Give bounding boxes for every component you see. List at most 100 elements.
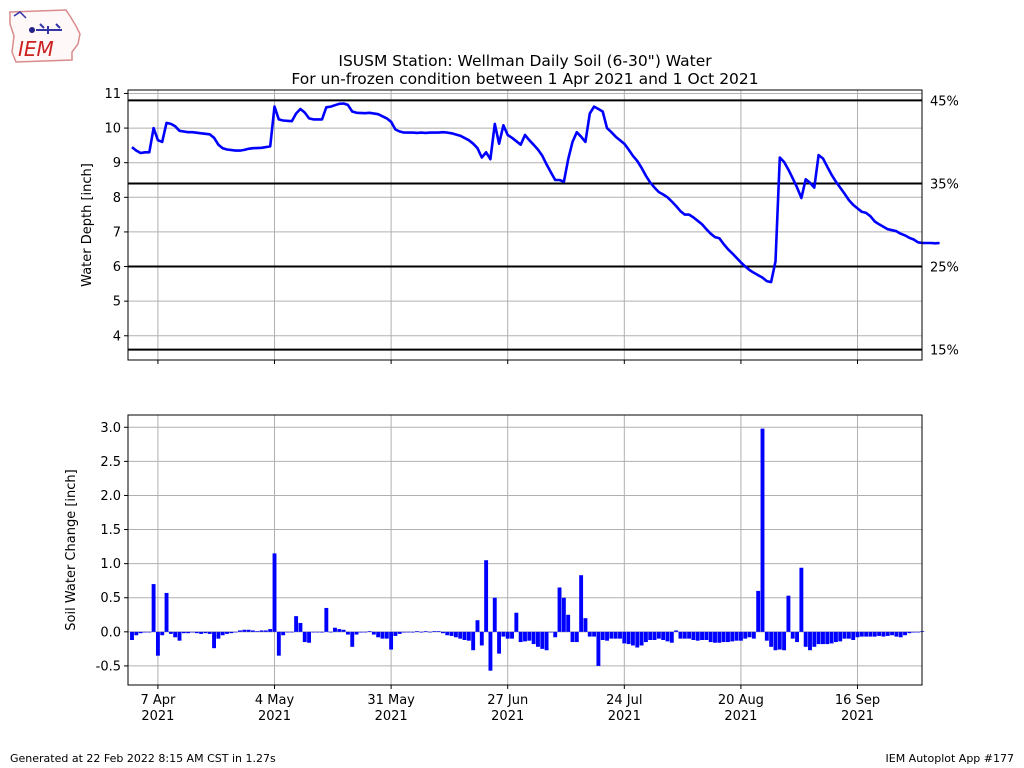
soil-change-bar	[907, 631, 912, 634]
soil-change-bar	[151, 584, 156, 632]
x-tick-label-date: 16 Sep	[835, 693, 880, 708]
soil-change-bar	[199, 631, 204, 634]
soil-change-bar	[415, 631, 419, 632]
soil-change-bar	[652, 631, 657, 640]
soil-change-bar	[134, 631, 139, 636]
water-depth-plot	[131, 102, 940, 284]
soil-change-bar	[173, 631, 178, 638]
x-tick-label-date: 31 May	[367, 693, 415, 708]
iem-logo-text: IEM	[18, 37, 54, 61]
soil-change-bar	[190, 631, 195, 633]
soil-change-bar	[212, 631, 216, 649]
soil-change-bar	[289, 631, 294, 633]
soil-change-bar	[596, 631, 601, 666]
soil-change-bar	[808, 631, 812, 651]
soil-change-bar	[916, 631, 920, 633]
x-tick-label-year: 2021	[841, 709, 874, 724]
iem-logo: IEM	[6, 6, 86, 64]
soil-change-bar	[661, 631, 666, 640]
soil-change-bar	[687, 631, 692, 639]
top-y-tick-label: 10	[104, 122, 121, 137]
soil-change-bar	[674, 630, 679, 632]
soil-change-bar	[821, 631, 825, 645]
bottom-y-tick-label: -0.5	[96, 659, 121, 674]
x-tick-label-year: 2021	[141, 709, 174, 724]
x-tick-label-date: 27 Jun	[487, 693, 528, 708]
soil-change-bar	[423, 631, 428, 632]
soil-change-bar	[445, 631, 450, 636]
soil-change-bar	[769, 631, 774, 647]
soil-change-bar	[656, 631, 661, 639]
soil-change-bar	[371, 631, 376, 635]
soil-change-bar	[203, 631, 208, 634]
soil-change-bar	[536, 631, 540, 647]
soil-change-bar	[618, 631, 622, 639]
top-y-tick-label: 11	[104, 87, 121, 102]
soil-change-bar	[713, 631, 717, 643]
soil-change-bar	[704, 631, 709, 640]
top-y-axis-label: Water Depth [inch]	[80, 163, 95, 287]
soil-change-bar	[518, 631, 523, 643]
water-depth-line	[131, 102, 940, 284]
soil-change-bar	[345, 631, 350, 635]
soil-change-bar	[833, 631, 838, 643]
bottom-y-axis-label: Soil Water Change [inch]	[64, 469, 79, 630]
x-tick-label-year: 2021	[608, 709, 641, 724]
soil-change-bar	[643, 631, 648, 643]
soil-change-bar	[527, 631, 532, 641]
soil-change-bar	[380, 631, 385, 639]
soil-change-bar	[829, 631, 834, 644]
soil-change-bar	[859, 631, 864, 637]
soil-change-bar	[488, 631, 493, 671]
footer-generated-text: Generated at 22 Feb 2022 8:15 AM CST in …	[10, 752, 276, 765]
soil-change-bar	[898, 631, 903, 638]
soil-change-bar	[311, 631, 316, 633]
top-y-tick-label: 9	[113, 156, 121, 171]
x-tick-label-year: 2021	[258, 709, 291, 724]
soil-change-bar	[155, 631, 160, 656]
soil-change-bar	[734, 631, 739, 641]
x-tick-label-date: 4 May	[255, 693, 295, 708]
soil-change-bar	[609, 631, 614, 639]
top-y-tick-label: 4	[113, 329, 121, 344]
soil-change-bar	[492, 597, 497, 632]
bottom-y-tick-label: 0.5	[100, 591, 121, 606]
soil-change-bar	[220, 631, 225, 636]
soil-change-bar	[246, 629, 251, 632]
soil-change-bar	[160, 631, 165, 636]
top-plot-frame	[127, 89, 923, 361]
soil-change-bar	[268, 629, 273, 632]
soil-change-bar	[561, 597, 566, 632]
soil-change-bar	[337, 629, 342, 632]
soil-change-bar	[250, 630, 255, 632]
soil-change-bar	[605, 631, 609, 641]
soil-change-bar	[143, 631, 147, 633]
soil-change-bar	[678, 631, 683, 639]
soil-change-bar	[721, 631, 726, 643]
soil-change-bar	[622, 631, 627, 644]
water-depth-grid	[128, 90, 922, 360]
soil-change-bar	[341, 629, 346, 632]
soil-change-bar	[350, 631, 355, 647]
soil-change-bar	[743, 631, 748, 639]
soil-change-bar	[760, 428, 765, 632]
soil-change-bar	[548, 631, 553, 633]
soil-change-bar	[868, 631, 873, 637]
soil-change-bar	[842, 631, 847, 639]
bottom-y-tick-label: 0.0	[100, 625, 121, 640]
soil-change-bar	[881, 631, 886, 637]
soil-change-bar	[626, 631, 631, 645]
soil-change-bar	[428, 631, 432, 633]
soil-change-bar	[393, 631, 398, 636]
soil-change-bar	[436, 631, 441, 632]
soil-change-bar	[531, 631, 536, 645]
soil-change-bar	[903, 631, 907, 636]
soil-change-bar	[410, 631, 415, 633]
soil-change-bar	[700, 631, 704, 640]
soil-change-bar	[730, 631, 735, 642]
soil-change-bar	[523, 631, 527, 642]
soil-change-bar	[181, 631, 186, 634]
reference-line-label: 25%	[930, 261, 959, 276]
soil-change-bar	[294, 616, 299, 632]
